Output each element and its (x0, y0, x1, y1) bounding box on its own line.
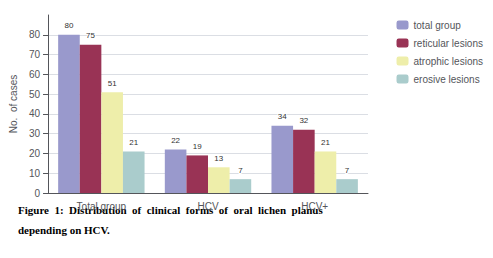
svg-text:30: 30 (29, 128, 41, 139)
svg-text:80: 80 (65, 21, 74, 30)
svg-text:22: 22 (171, 136, 180, 145)
svg-text:total group: total group (414, 20, 462, 31)
svg-text:7: 7 (345, 166, 350, 175)
svg-text:70: 70 (29, 49, 41, 60)
svg-text:60: 60 (29, 69, 41, 80)
svg-text:Total group: Total group (77, 201, 127, 212)
svg-text:Figure 1: Distribution of: Figure 1: Distribution of clinical forms… (18, 204, 323, 216)
svg-text:HCV: HCV (197, 201, 218, 212)
svg-text:depending on HCV.: depending on HCV. (18, 224, 110, 236)
svg-text:erosive lesions: erosive lesions (414, 74, 480, 85)
svg-text:32: 32 (299, 116, 308, 125)
svg-text:21: 21 (321, 138, 330, 147)
svg-text:0: 0 (34, 188, 40, 199)
svg-text:19: 19 (193, 142, 202, 151)
svg-text:No. of cases: No. of cases (8, 75, 19, 133)
svg-text:21: 21 (129, 138, 138, 147)
svg-text:reticular lesions: reticular lesions (414, 38, 483, 49)
svg-text:atrophic lesions: atrophic lesions (414, 56, 483, 67)
svg-text:7: 7 (238, 166, 243, 175)
svg-text:75: 75 (86, 31, 95, 40)
svg-text:10: 10 (29, 168, 41, 179)
svg-text:80: 80 (29, 29, 41, 40)
svg-text:50: 50 (29, 89, 41, 100)
svg-text:34: 34 (278, 112, 287, 121)
svg-text:HCV+: HCV+ (301, 201, 328, 212)
svg-text:51: 51 (108, 79, 117, 88)
svg-text:40: 40 (29, 108, 41, 119)
svg-text:20: 20 (29, 148, 41, 159)
svg-text:13: 13 (214, 154, 223, 163)
